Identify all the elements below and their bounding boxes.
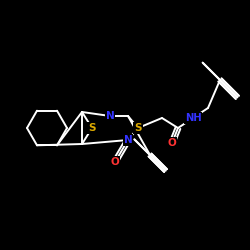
Text: S: S [134,123,142,133]
Text: N: N [124,135,132,145]
Text: O: O [168,138,176,148]
Text: NH: NH [185,113,201,123]
Text: S: S [88,123,96,133]
Text: O: O [110,157,120,167]
Text: N: N [106,111,114,121]
